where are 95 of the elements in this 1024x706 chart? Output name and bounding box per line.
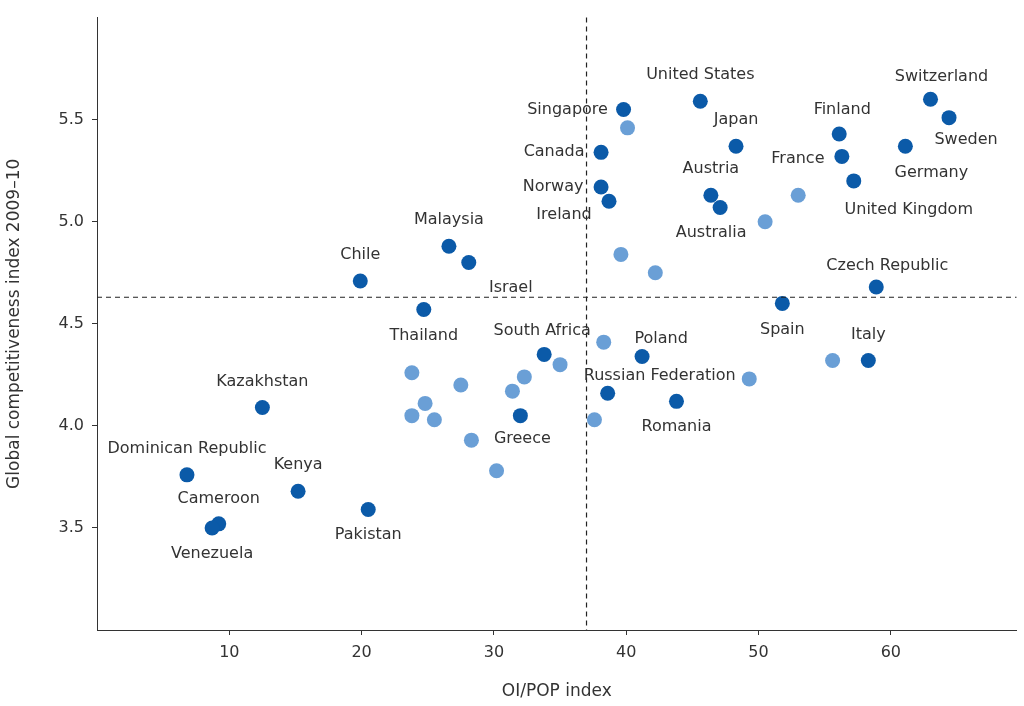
annotation: Germany (894, 162, 969, 182)
point (703, 187, 719, 203)
point (834, 148, 850, 164)
point (790, 187, 806, 203)
annotation: Italy (850, 323, 886, 343)
x-tick-label: 20 (351, 641, 372, 661)
annotation: Malaysia (413, 209, 484, 229)
y-tick-label: 5.5 (58, 108, 84, 128)
annotation: Switzerland (894, 66, 989, 86)
x-tick-label: 40 (616, 641, 637, 661)
point (692, 93, 708, 109)
annotation: Greece (493, 427, 551, 447)
annotation: Austria (682, 158, 740, 178)
annotation: Finland (813, 99, 871, 119)
point (600, 385, 616, 401)
annotation: Kazakhstan (216, 370, 309, 390)
annotation: United States (646, 64, 755, 84)
annotation: Norway (522, 176, 584, 196)
point (846, 173, 862, 189)
y-tick-label: 4.0 (58, 415, 84, 435)
point (647, 265, 663, 281)
y-tick-label: 5.0 (58, 210, 84, 230)
annotation: Chile (340, 244, 381, 264)
point (825, 353, 841, 369)
x-axis-title: OI/POP index (501, 680, 612, 701)
y-axis-title: Global competitiveness index 2009–10 (2, 158, 23, 489)
annotation: Venezuela (171, 543, 254, 563)
y-tick-label: 4.5 (58, 312, 84, 332)
point (254, 400, 270, 415)
annotation: Singapore (527, 98, 608, 118)
point (593, 179, 609, 195)
point (504, 383, 520, 399)
point (463, 432, 479, 448)
annotation: Canada (523, 141, 585, 161)
point (453, 377, 469, 393)
point (489, 463, 505, 479)
annotation: United Kingdom (844, 199, 973, 219)
annotation: Romania (641, 415, 712, 435)
point (897, 138, 913, 154)
point (741, 371, 757, 387)
point (417, 395, 433, 411)
annotation: Czech Republic (826, 255, 949, 275)
annotation: Poland (634, 327, 688, 347)
annotation: Sweden (934, 128, 998, 148)
point (634, 348, 650, 364)
point (416, 302, 432, 318)
point (601, 193, 617, 209)
point (868, 279, 884, 295)
annotation: Dominican Republic (107, 438, 267, 458)
point (728, 138, 744, 154)
annotation: Cameroon (177, 488, 260, 508)
point (831, 126, 847, 142)
point (596, 334, 612, 350)
x-tick-label: 60 (880, 641, 901, 661)
annotation: Ireland (536, 204, 592, 224)
y-tick-label: 3.5 (58, 517, 84, 537)
point (512, 408, 528, 424)
point (616, 101, 632, 117)
point (613, 246, 629, 262)
point (204, 520, 220, 536)
x-tick-label: 30 (483, 641, 505, 661)
annotation: Spain (759, 318, 805, 338)
point (593, 144, 609, 160)
point (757, 214, 773, 230)
point (712, 199, 728, 215)
x-tick-label: 50 (748, 641, 769, 661)
annotation: Israel (488, 276, 533, 296)
point (536, 346, 552, 362)
point (516, 369, 532, 385)
point (404, 408, 420, 424)
point (668, 393, 684, 409)
point (461, 255, 477, 271)
annotation: Thailand (388, 324, 459, 344)
point (620, 120, 636, 136)
point (923, 91, 938, 107)
point (179, 467, 195, 483)
annotation: France (771, 147, 825, 167)
point (290, 483, 306, 499)
annotation: Japan (712, 109, 759, 129)
point (352, 273, 368, 289)
point (426, 412, 442, 428)
annotation: Russian Federation (583, 365, 736, 385)
point (404, 365, 420, 381)
point (774, 295, 790, 311)
x-tick-label: 10 (219, 641, 240, 661)
point (441, 238, 457, 254)
point (941, 110, 957, 126)
point (360, 502, 376, 518)
point (860, 353, 876, 369)
point (586, 412, 602, 428)
point (552, 357, 568, 373)
annotation: Kenya (273, 454, 323, 474)
annotation: South Africa (493, 319, 591, 339)
annotation: Australia (675, 221, 747, 241)
annotation: Pakistan (334, 523, 402, 543)
